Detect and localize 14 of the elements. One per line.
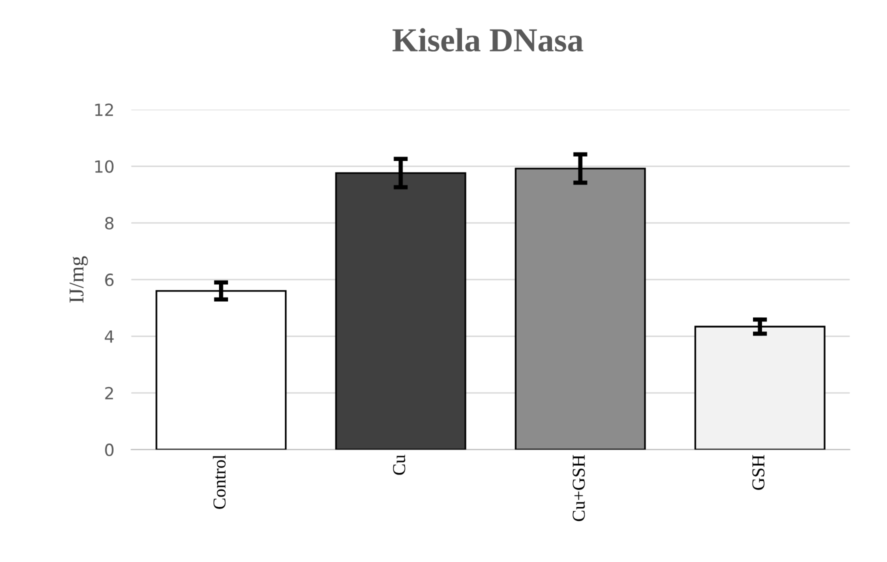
y-tick-label: 8	[105, 216, 114, 230]
y-tick-label: 12	[95, 104, 113, 116]
y-tick-label: 4	[104, 330, 114, 343]
x-tick-label: GSH	[752, 454, 764, 490]
chart-title: Kisela DNasa	[392, 28, 584, 52]
y-tick-label: 0	[105, 444, 114, 456]
y-tick-label: 6	[105, 274, 114, 286]
y-tick-label: 10	[95, 160, 114, 173]
x-tick-label: Cu	[393, 454, 406, 475]
y-tick-label: 2	[105, 386, 113, 400]
x-tick-label: Cu+GSH	[572, 454, 585, 522]
x-tick-label: Control	[212, 454, 226, 509]
y-axis-title: IJ/mg	[70, 256, 88, 303]
bar	[694, 326, 826, 450]
